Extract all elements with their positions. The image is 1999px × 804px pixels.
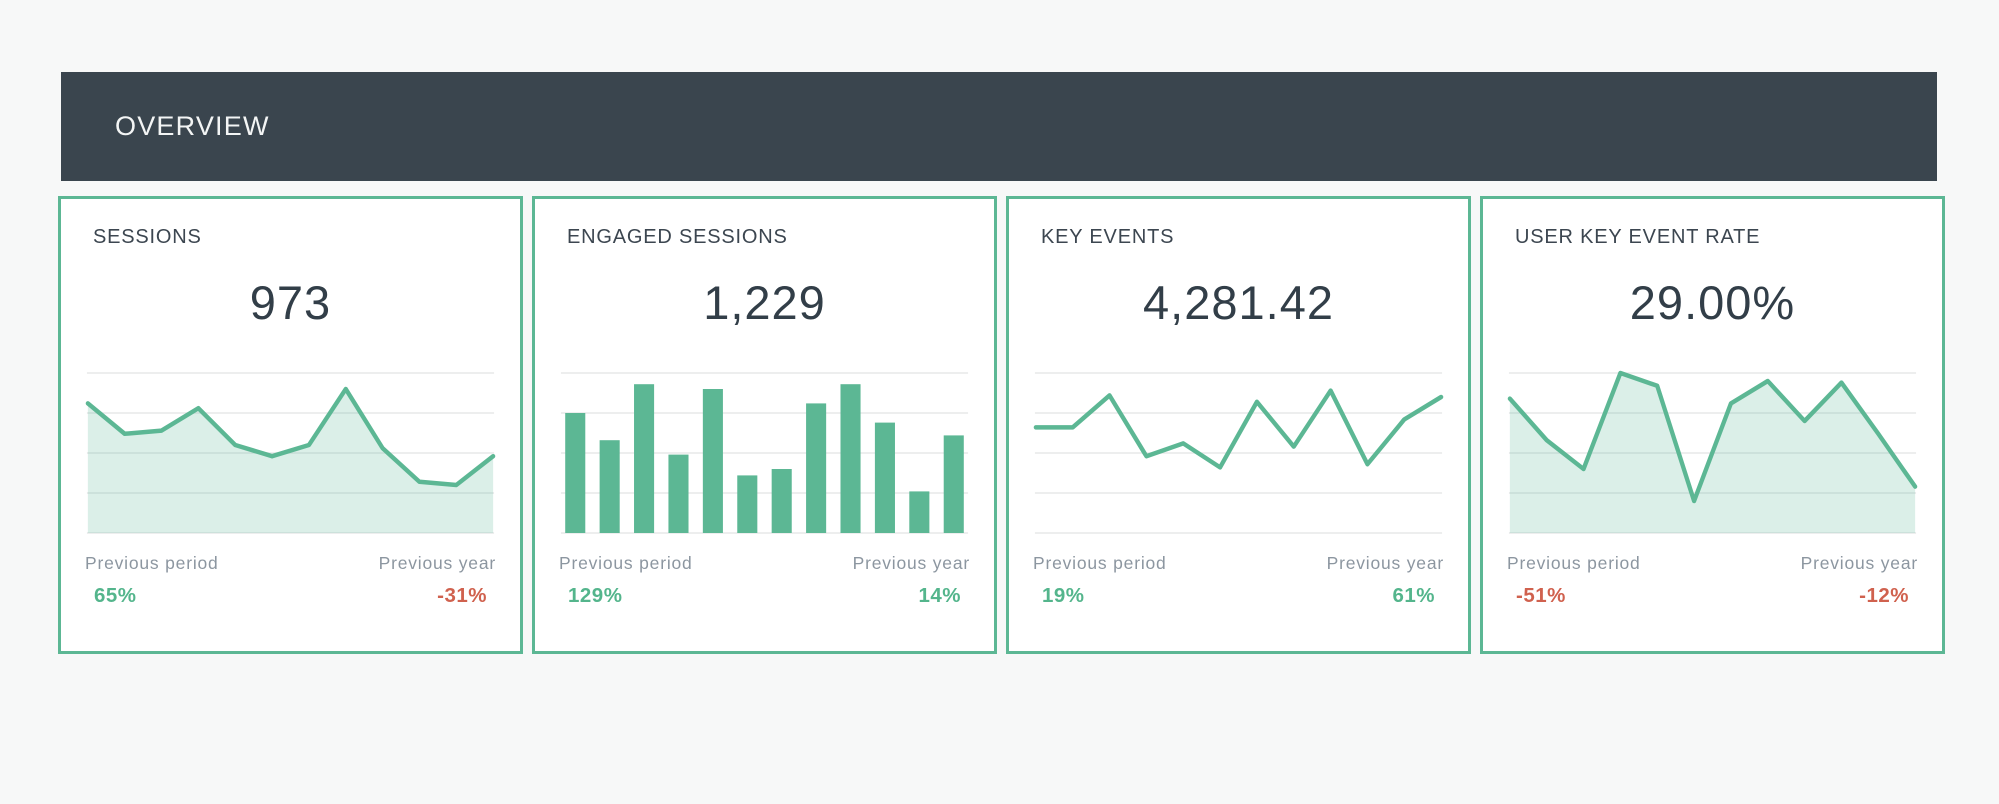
scorecard-sessions: SESSIONS 973 Previous period Previous ye… <box>58 196 523 654</box>
previous-year-label: Previous year <box>1326 552 1444 573</box>
comparison-values: -51% -12% <box>1516 584 1909 608</box>
previous-year-label: Previous year <box>1800 552 1918 573</box>
comparison-labels: Previous period Previous year <box>1507 553 1918 574</box>
previous-year-value: 61% <box>1392 583 1435 607</box>
overview-header: OVERVIEW <box>61 72 1937 181</box>
overview-title: OVERVIEW <box>115 111 270 141</box>
metric-value: 29.00% <box>1629 276 1796 329</box>
previous-period-value: 65% <box>94 583 137 607</box>
sessions-area-chart[interactable] <box>85 367 496 539</box>
previous-year-value: 14% <box>918 583 961 607</box>
scorecards-row: SESSIONS 973 Previous period Previous ye… <box>58 196 1945 654</box>
scorecard-key-events: KEY EVENTS 4,281.42 Previous period Prev… <box>1006 196 1471 654</box>
comparison-labels: Previous period Previous year <box>85 553 496 574</box>
scorecard-engaged-sessions: ENGAGED SESSIONS 1,229 Previous period P… <box>532 196 997 654</box>
comparison-labels: Previous period Previous year <box>1033 553 1444 574</box>
previous-period-label: Previous period <box>559 552 693 573</box>
user-key-event-rate-area-chart[interactable] <box>1507 367 1918 539</box>
comparison-values: 19% 61% <box>1042 584 1435 608</box>
previous-period-label: Previous period <box>1507 552 1641 573</box>
metric-value: 973 <box>249 276 332 329</box>
metric-title: ENGAGED SESSIONS <box>567 226 788 248</box>
dashboard-page: OVERVIEW SESSIONS 973 Previous period Pr… <box>0 72 1999 654</box>
previous-period-label: Previous period <box>85 552 219 573</box>
previous-period-label: Previous period <box>1033 552 1167 573</box>
key-events-line-chart[interactable] <box>1033 367 1444 539</box>
previous-period-value: 19% <box>1042 583 1085 607</box>
metric-title: USER KEY EVENT RATE <box>1515 226 1761 248</box>
metric-value: 1,229 <box>703 276 826 329</box>
metric-value: 4,281.42 <box>1143 276 1334 329</box>
engaged-sessions-bar-chart[interactable] <box>559 367 970 539</box>
previous-year-label: Previous year <box>852 552 970 573</box>
comparison-values: 129% 14% <box>568 584 961 608</box>
comparison-values: 65% -31% <box>94 584 487 608</box>
scorecard-user-key-event-rate: USER KEY EVENT RATE 29.00% Previous peri… <box>1480 196 1945 654</box>
previous-year-value: -31% <box>437 583 487 607</box>
previous-year-value: -12% <box>1859 583 1909 607</box>
metric-title: SESSIONS <box>93 226 202 248</box>
previous-period-value: -51% <box>1516 583 1566 607</box>
previous-period-value: 129% <box>568 583 623 607</box>
previous-year-label: Previous year <box>378 552 496 573</box>
metric-title: KEY EVENTS <box>1041 226 1175 248</box>
comparison-labels: Previous period Previous year <box>559 553 970 574</box>
